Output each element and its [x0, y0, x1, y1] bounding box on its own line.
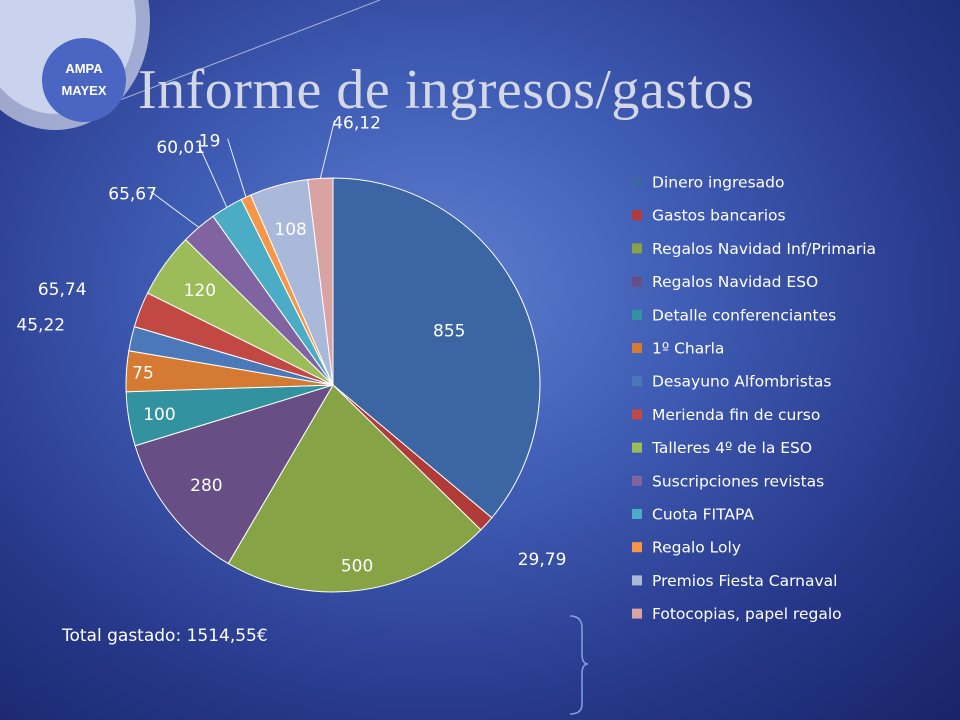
legend-swatch-regalos-navidad-inf-primaria — [632, 243, 642, 254]
legend-label-fotocopias-papel-regalo: Fotocopias, papel regalo — [652, 605, 842, 623]
legend-swatch-talleres-4-de-la-eso — [632, 442, 642, 453]
legend-label-gastos-bancarios: Gastos bancarios — [652, 207, 786, 225]
pie-slices — [125, 177, 541, 593]
data-label-dinero-ingresado: 855 — [433, 322, 465, 342]
data-label-desayuno-alfombristas: 45,22 — [16, 316, 65, 336]
legend-label-1-charla: 1º Charla — [652, 340, 724, 358]
logo-badge: AMPA MAYEX — [42, 38, 126, 122]
legend-swatch-fotocopias-papel-regalo — [632, 608, 642, 619]
legend-label-dinero-ingresado: Dinero ingresado — [652, 174, 784, 192]
data-label-suscripciones-revistas: 65,67 — [108, 185, 157, 205]
legend-label-suscripciones-revistas: Suscripciones revistas — [652, 472, 824, 490]
chart-legend: Dinero ingresado Gastos bancarios Regalos … — [632, 174, 876, 623]
leader-line-suscripciones-revistas — [150, 191, 200, 228]
pie-slice-fotocopias-papel-regalo — [307, 177, 334, 386]
leader-line-fotocopias-papel-regalo — [319, 120, 336, 179]
legend-label-premios-fiesta-carnaval: Premios Fiesta Carnaval — [652, 572, 837, 590]
data-label-gastos-bancarios: 29,79 — [518, 550, 567, 570]
data-label-cuota-fitapa: 60,01 — [156, 138, 205, 158]
pie-slice-regalos-navidad-inf-primaria — [227, 384, 482, 593]
legend-swatch-cuota-fitapa — [632, 509, 642, 519]
leader-line-cuota-fitapa — [198, 144, 228, 208]
data-label-fotocopias-papel-regalo: 46,12 — [332, 113, 381, 133]
legend-swatch-merienda-fin-de-curso — [632, 409, 642, 420]
legend-swatch-premios-fiesta-carnaval — [632, 575, 642, 586]
data-label-1-charla: 75 — [132, 363, 154, 383]
legend-swatch-suscripciones-revistas — [632, 475, 642, 486]
legend-swatch-regalos-navidad-eso — [632, 276, 642, 287]
data-labels: 855 29,79 500 280 100 75 45,22 65,74 120 65,67 60,… — [16, 113, 566, 576]
data-label-detalle-conferenciantes: 100 — [143, 405, 175, 425]
leader-lines — [150, 120, 336, 228]
legend-swatch-dinero-ingresado — [632, 177, 642, 187]
legend-label-merienda-fin-de-curso: Merienda fin de curso — [652, 406, 820, 424]
legend-swatch-1-charla — [632, 343, 642, 353]
data-label-regalos-navidad-eso: 280 — [190, 476, 222, 496]
legend-swatch-desayuno-alfombristas — [632, 376, 642, 387]
data-label-talleres-4-de-la-eso: 120 — [184, 281, 216, 301]
pie-slice-regalos-navidad-eso — [134, 384, 335, 565]
data-label-premios-fiesta-carnaval: 108 — [274, 220, 306, 240]
legend-label-cuota-fitapa: Cuota FITAPA — [652, 506, 754, 524]
legend-swatch-gastos-bancarios — [632, 210, 642, 221]
legend-label-desayuno-alfombristas: Desayuno Alfombristas — [652, 373, 831, 391]
legend-label-regalo-loly: Regalo Loly — [652, 539, 741, 557]
data-label-merienda-fin-de-curso: 65,74 — [38, 280, 87, 300]
total-spent: Total gastado: 1514,55€ — [62, 626, 268, 646]
logo-line-1: AMPA — [65, 61, 103, 76]
legend-label-regalos-navidad-inf-primaria: Regalos Navidad Inf/Primaria — [652, 240, 876, 258]
page-title: Informe de ingresos/gastos — [138, 59, 755, 121]
bracket-decoration — [569, 615, 589, 715]
data-label-regalo-loly: 19 — [199, 132, 221, 152]
logo-line-2: MAYEX — [61, 83, 107, 98]
legend-swatch-detalle-conferenciantes — [632, 309, 642, 320]
legend-label-detalle-conferenciantes: Detalle conferenciantes — [652, 306, 836, 324]
legend-swatch-regalo-loly — [632, 542, 642, 553]
pie-slice-dinero-ingresado — [332, 177, 541, 519]
data-label-regalos-navidad-inf-primaria: 500 — [341, 557, 373, 577]
legend-label-regalos-navidad-eso: Regalos Navidad ESO — [652, 273, 818, 291]
legend-label-talleres-4-de-la-eso: Talleres 4º de la ESO — [651, 439, 812, 457]
leader-line-regalo-loly — [227, 138, 247, 198]
